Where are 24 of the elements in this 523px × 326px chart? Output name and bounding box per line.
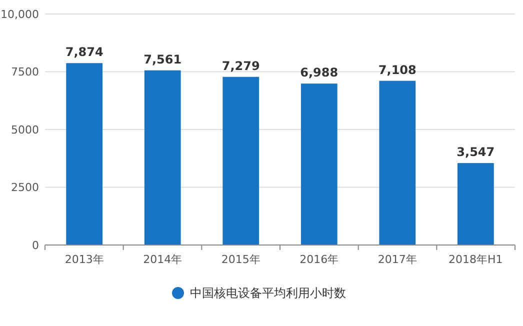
bar: [66, 63, 103, 245]
x-tick-label: 2016年: [300, 253, 339, 266]
x-tick-label: 2013年: [64, 253, 104, 266]
y-tick-label: 0: [32, 238, 39, 252]
bar: [300, 84, 338, 245]
bar: [379, 80, 416, 245]
y-tick-label: 5000: [11, 123, 39, 136]
x-tick-label: 2015年: [221, 253, 260, 266]
data-label: 7,561: [144, 52, 182, 66]
y-tick-label: 2500: [11, 181, 39, 194]
data-label: 6,988: [300, 66, 338, 80]
x-tick-label: 2014年: [143, 253, 182, 266]
data-label: 7,108: [378, 62, 416, 77]
y-tick-label: 7500: [11, 66, 39, 79]
bar: [222, 76, 260, 245]
x-tick-label: 2018年H1: [448, 253, 503, 266]
data-label: 3,547: [456, 145, 495, 160]
y-tick-label: 10,000: [0, 8, 39, 21]
x-tick-label: 2017年: [378, 253, 417, 266]
data-label: 7,874: [65, 45, 104, 60]
bar: [457, 163, 494, 245]
data-label: 7,279: [222, 58, 260, 73]
legend-label: 中国核电设备平均利用小时数: [190, 286, 346, 300]
bar: [144, 70, 181, 245]
